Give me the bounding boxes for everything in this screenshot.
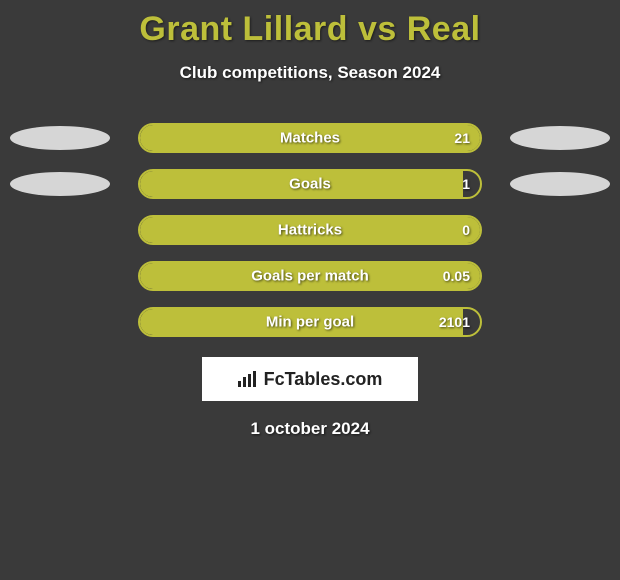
stat-bar: Goals per match 0.05	[138, 261, 482, 291]
stat-label: Hattricks	[278, 222, 342, 239]
stat-bar: Matches 21	[138, 123, 482, 153]
stat-row: Hattricks 0	[0, 215, 620, 245]
stat-label: Min per goal	[266, 314, 354, 331]
stat-value: 21	[454, 130, 470, 146]
stats-container: Matches 21 Goals 1 Hattricks 0 Goals per match…	[0, 123, 620, 337]
stat-row: Goals per match 0.05	[0, 261, 620, 291]
stat-bar: Hattricks 0	[138, 215, 482, 245]
stat-bar: Goals 1	[138, 169, 482, 199]
logo-label: FcTables.com	[264, 369, 383, 390]
bar-chart-icon	[238, 371, 258, 387]
stat-value: 0.05	[443, 268, 470, 284]
stat-label: Matches	[280, 130, 340, 147]
logo-text: FcTables.com	[238, 369, 383, 390]
ellipse-left	[10, 172, 110, 196]
stat-value: 0	[462, 222, 470, 238]
ellipse-right	[510, 126, 610, 150]
page-subtitle: Club competitions, Season 2024	[0, 63, 620, 83]
ellipse-left	[10, 126, 110, 150]
stat-value: 1	[462, 176, 470, 192]
stat-value: 2101	[439, 314, 470, 330]
stat-row: Matches 21	[0, 123, 620, 153]
stat-row: Min per goal 2101	[0, 307, 620, 337]
ellipse-right	[510, 172, 610, 196]
stat-bar: Min per goal 2101	[138, 307, 482, 337]
footer-date: 1 october 2024	[0, 419, 620, 439]
stat-label: Goals per match	[251, 268, 369, 285]
page-title: Grant Lillard vs Real	[0, 0, 620, 49]
stat-row: Goals 1	[0, 169, 620, 199]
logo-box: FcTables.com	[202, 357, 418, 401]
stat-label: Goals	[289, 176, 331, 193]
